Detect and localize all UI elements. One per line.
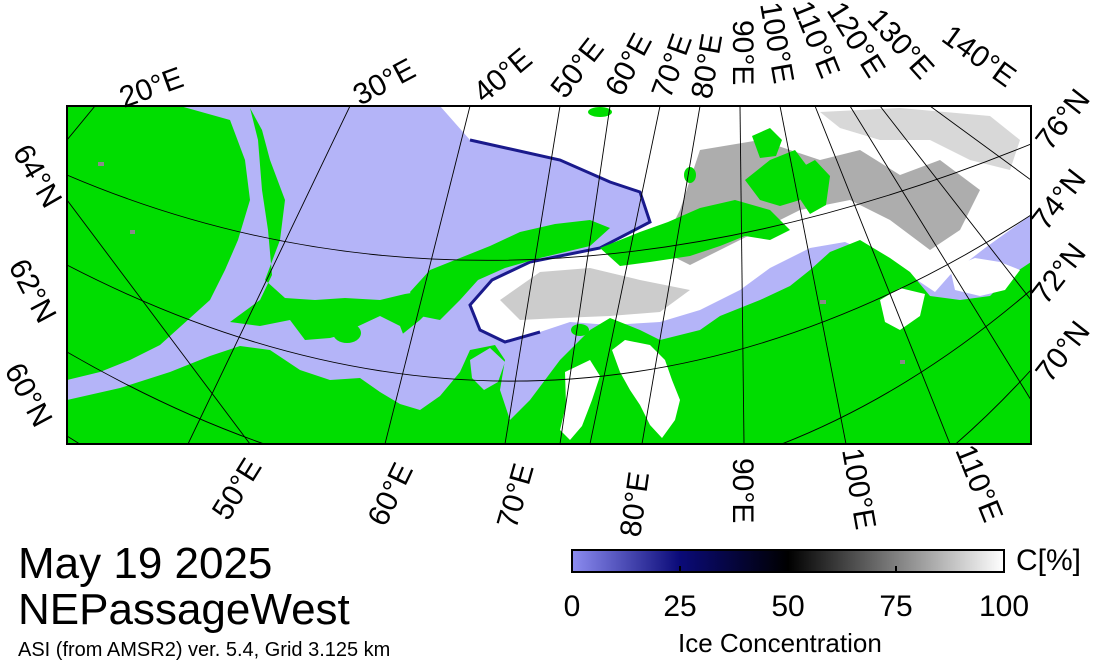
right-latitude-labels: 76°N 74°N 72°N 70°N [1026, 83, 1097, 388]
land-russian-mainland [67, 240, 1031, 444]
meridian-line [504, 106, 561, 444]
taymyr-coast-ice [880, 288, 925, 330]
bottom-lon-label: 70°E [491, 460, 541, 532]
right-lat-label: 76°N [1030, 83, 1097, 156]
meridian-line [739, 106, 745, 444]
colorbar-unit-label: C[%] [1016, 544, 1082, 577]
meridian-line [589, 106, 661, 444]
map-date-title: May 19 2025 [18, 539, 273, 588]
meridian-line [814, 106, 951, 444]
bottom-lon-label: 100°E [835, 445, 882, 532]
colorbar-tick-label: 75 [879, 590, 913, 623]
land-novaya-zemlya-north [745, 150, 810, 206]
right-lat-label: 72°N [1026, 237, 1093, 310]
pechora-sea-inlet [470, 348, 505, 390]
parallel-line [67, 214, 1031, 382]
land-island-bely [687, 335, 707, 345]
land-kola-peninsula [410, 220, 610, 320]
parallel-line [67, 143, 1031, 261]
ob-gulf-ice [612, 340, 680, 438]
land-island-small [684, 167, 696, 183]
colorbar-ticks [679, 566, 897, 572]
top-lon-label: 50°E [545, 32, 611, 104]
right-lat-label: 70°N [1030, 315, 1097, 388]
meridian-line [779, 106, 847, 444]
left-lat-label: 64°N [6, 139, 68, 214]
yenisei-gulf-ice [560, 360, 600, 440]
bottom-lon-label: 80°E [614, 470, 656, 539]
meridian-line [641, 106, 701, 444]
no-data-speck [900, 360, 905, 364]
land-scandinavia [67, 106, 250, 380]
left-lat-label: 62°N [2, 254, 63, 329]
sea-ice-texture-light [820, 108, 1020, 170]
land-island-franz-josef [588, 107, 612, 117]
top-lon-label: 90°E [726, 20, 759, 85]
khatanga-ice [950, 258, 1020, 296]
white-sea [350, 316, 410, 370]
map-product-subtitle: ASI (from AMSR2) ver. 5.4, Grid 3.125 km [18, 639, 391, 661]
meridian-line [879, 106, 1031, 301]
colorbar-tick-label: 100 [978, 590, 1030, 623]
land-sweden-finland [230, 108, 440, 340]
land-severnaya-zemlya [798, 160, 830, 214]
colorbar-tick-label: 25 [663, 590, 697, 623]
map-frame [66, 105, 1032, 445]
colorbar-tick-label: 0 [563, 590, 581, 623]
no-data-speck [130, 230, 135, 234]
bottom-lon-label: 50°E [206, 453, 269, 526]
colorbar-tick-label: 50 [771, 590, 805, 623]
bottom-lon-label: 60°E [362, 458, 420, 531]
top-lon-label: 40°E [467, 42, 538, 109]
no-data-speck [820, 300, 826, 304]
top-longitude-labels: 20°E 30°E 40°E 50°E 60°E 70°E 80°E 90°E … [115, 0, 1022, 115]
ice-edge-fringe [468, 138, 652, 344]
land-northern-island [752, 128, 782, 158]
meridian-line [187, 106, 351, 444]
top-lon-label: 30°E [348, 52, 421, 112]
no-data-speck [98, 162, 104, 166]
top-lon-label: 140°E [936, 19, 1022, 94]
meridian-line [67, 106, 96, 141]
graticule [67, 106, 1031, 444]
meridian-line [849, 106, 1031, 401]
colorbar-title: Ice Concentration [678, 628, 882, 658]
parallel-line [67, 289, 1031, 444]
bottom-lon-label: 90°E [726, 458, 759, 523]
sea-ice-texture-gray [500, 268, 690, 320]
bottom-lon-label: 110°E [949, 440, 1010, 526]
left-lat-label: 60°N [0, 358, 58, 433]
meridian-line [559, 106, 611, 444]
land-island-kolguev [333, 323, 361, 343]
map-region-title: NEPassageWest [18, 585, 350, 634]
meridian-line [384, 106, 471, 444]
land-island-vaygach [571, 324, 589, 336]
meridian-line [929, 106, 1031, 181]
bottom-longitude-labels: 50°E 60°E 70°E 80°E 90°E 100°E 110°E [206, 440, 1009, 539]
left-latitude-labels: 64°N 62°N 60°N [0, 139, 68, 432]
right-lat-label: 74°N [1026, 163, 1093, 236]
meridian-line [67, 199, 251, 444]
